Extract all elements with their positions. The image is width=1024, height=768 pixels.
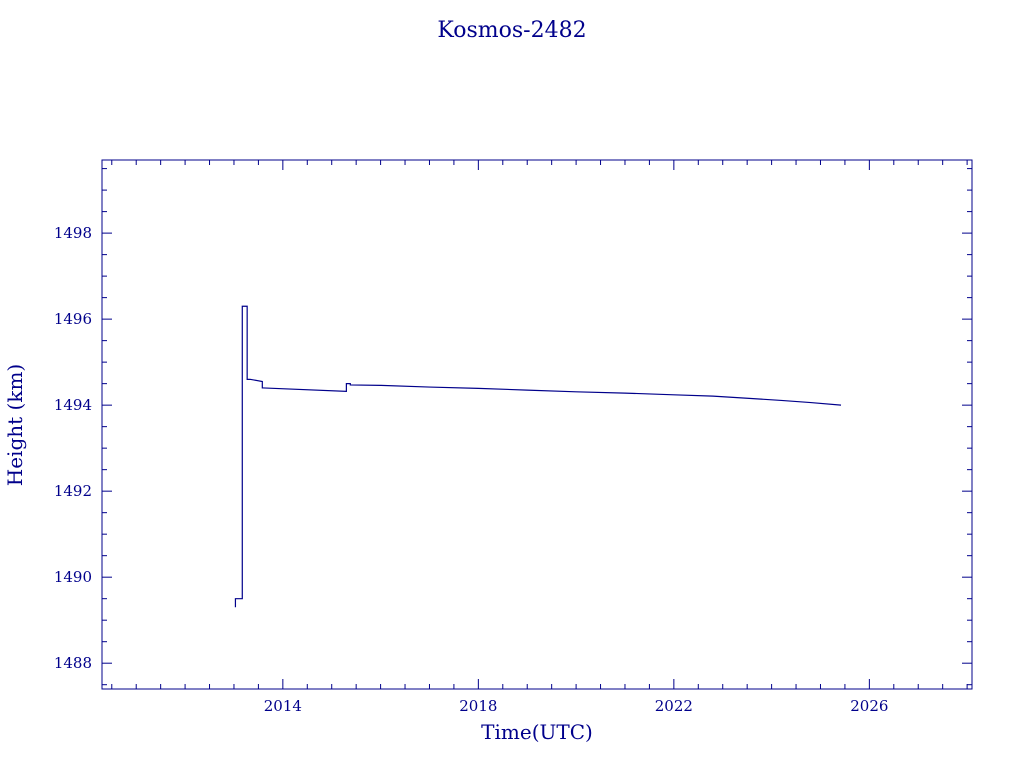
y-tick-label: 1490 [54,568,92,586]
series-line [234,305,842,608]
y-tick-label: 1494 [54,396,92,414]
y-axis-label: Height (km) [3,364,27,486]
x-tick-label: 2018 [459,697,497,715]
x-tick-label: 2022 [655,697,693,715]
x-tick-label: 2026 [850,697,888,715]
x-tick-label: 2014 [264,697,302,715]
y-tick-label: 1488 [54,654,92,672]
tick-labels: 2014 2018 2022 2026 1488 1490 1492 1494 1496 1498 [54,224,889,715]
y-tick-label: 1492 [54,482,92,500]
plot-frame [101,159,973,690]
chart-title: Kosmos-2482 [437,18,586,43]
x-axis-label: Time(UTC) [481,720,593,744]
y-tick-label: 1498 [54,224,92,242]
axis-ticks [102,160,972,689]
y-tick-label: 1496 [54,310,92,328]
